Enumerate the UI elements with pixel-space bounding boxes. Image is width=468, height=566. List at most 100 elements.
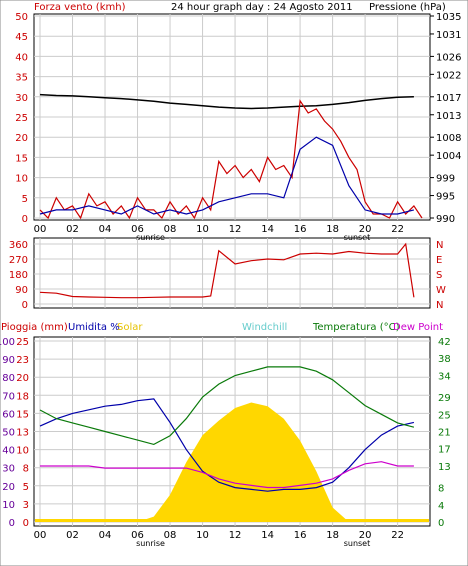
y-tick-label: 90 <box>15 285 28 296</box>
y-tick-label: 0 <box>22 300 28 311</box>
y2-tick-label: 17 <box>438 445 451 456</box>
y2-tick-label: 34 <box>438 371 451 382</box>
y2-tick-label: 42 <box>438 337 451 348</box>
y-tick-label-secondary: 25 <box>16 337 29 348</box>
y-tick-label: 45 <box>15 32 28 43</box>
sunrise-label: sunrise <box>136 539 165 548</box>
y2-tick-label: 999 <box>436 174 455 185</box>
sunset-label: sunset <box>344 539 371 548</box>
x-tick-label: 12 <box>229 224 242 235</box>
y-tick-label: 25 <box>15 113 28 124</box>
y-tick-label-secondary: 8 <box>23 464 29 475</box>
legend-dewpoint: Dew Point <box>393 322 443 333</box>
series-rain-baseline <box>35 519 429 522</box>
y-tick-label: 5 <box>22 194 28 205</box>
y-tick-label: 50 <box>2 428 15 439</box>
legend-solar: Solar <box>117 322 143 333</box>
x-tick-label: 02 <box>66 530 79 541</box>
y-tick-label-secondary: 20 <box>16 373 29 384</box>
x-tick-label: 16 <box>294 224 307 235</box>
y-tick-label-secondary: 13 <box>16 428 29 439</box>
y2-tick-label: 0 <box>438 518 444 529</box>
x-tick-label: 02 <box>66 224 79 235</box>
x-tick-label: 00 <box>34 224 47 235</box>
x-tick-label: 14 <box>261 224 274 235</box>
direction-panel-frame <box>33 237 431 309</box>
series-temperature <box>39 366 415 446</box>
header-center: 24 hour graph day : 24 Agosto 2011 <box>171 2 353 13</box>
series-pressure <box>39 93 414 110</box>
compass-label: W <box>436 285 446 296</box>
x-tick-label: 18 <box>326 224 339 235</box>
x-tick-label: 06 <box>131 224 144 235</box>
x-tick-label: 04 <box>99 530 112 541</box>
wind-pressure-plot: 0510152025303540455099099599910041008101… <box>15 12 461 242</box>
compass-label: E <box>436 255 442 266</box>
x-tick-label: 20 <box>359 530 372 541</box>
compass-label: N <box>436 240 443 251</box>
compass-label: S <box>436 270 442 281</box>
y2-tick-label: 1013 <box>436 111 461 122</box>
y2-tick-label: 21 <box>438 428 451 439</box>
y-tick-label: 60 <box>2 409 15 420</box>
series-solar <box>40 402 414 522</box>
legend-windchill: Windchill <box>242 322 287 333</box>
y2-tick-label: 1008 <box>436 133 461 144</box>
legend-umidita: Umidita % <box>68 322 120 333</box>
y2-tick-label: 29 <box>438 393 451 404</box>
y-tick-label: 270 <box>9 255 28 266</box>
y2-tick-label: 1035 <box>436 12 461 23</box>
y-tick-label: 100 <box>0 337 15 348</box>
x-tick-label: 04 <box>99 224 112 235</box>
y-tick-label: 50 <box>15 12 28 23</box>
y-tick-label: 0 <box>22 214 28 225</box>
series-humidity <box>39 398 415 492</box>
y2-tick-label: 38 <box>438 354 451 365</box>
y-tick-label: 15 <box>15 153 28 164</box>
y2-tick-label: 995 <box>436 192 455 203</box>
y-tick-label: 30 <box>15 93 28 104</box>
x-tick-label: 08 <box>164 224 177 235</box>
y2-tick-label: 8 <box>438 484 444 495</box>
series-wind-average <box>39 136 415 215</box>
y2-tick-label: 13 <box>438 462 451 473</box>
y-tick-label: 80 <box>2 373 15 384</box>
y-tick-label: 90 <box>2 355 15 366</box>
y-tick-label: 20 <box>2 482 15 493</box>
x-tick-label: 00 <box>34 530 47 541</box>
x-tick-label: 14 <box>261 530 274 541</box>
y-tick-label: 20 <box>15 133 28 144</box>
y-tick-label: 10 <box>15 174 28 185</box>
y-tick-label: 40 <box>2 446 15 457</box>
x-tick-label: 10 <box>196 224 209 235</box>
y2-tick-label: 4 <box>438 501 444 512</box>
y-tick-label: 180 <box>9 270 28 281</box>
header-left: Forza vento (kmh) <box>34 2 126 13</box>
y2-tick-label: 990 <box>436 214 455 225</box>
y-tick-label: 10 <box>2 500 15 511</box>
y2-tick-label: 1004 <box>436 151 461 162</box>
x-tick-label: 06 <box>131 530 144 541</box>
sunset-label: sunset <box>344 233 371 242</box>
series-dew-point <box>40 461 414 489</box>
temperature-humidity-plot: 0010320530840105013601570188020902310025… <box>0 337 451 548</box>
x-tick-label: 10 <box>196 530 209 541</box>
y2-tick-label: 1022 <box>436 70 461 81</box>
y-tick-label-secondary: 3 <box>23 500 29 511</box>
y2-tick-label: 1017 <box>436 93 461 104</box>
compass-label: N <box>436 300 443 311</box>
x-tick-label: 12 <box>229 530 242 541</box>
sunrise-label: sunrise <box>136 233 165 242</box>
legend-pioggia: Pioggia (mm) <box>1 322 68 333</box>
y-tick-label: 40 <box>15 52 28 63</box>
x-tick-label: 08 <box>164 530 177 541</box>
x-tick-label: 22 <box>391 224 404 235</box>
legend-temperatura: Temperatura (°C) <box>312 322 400 333</box>
x-tick-label: 18 <box>326 530 339 541</box>
x-tick-label: 16 <box>294 530 307 541</box>
x-tick-label: 20 <box>359 224 372 235</box>
y-tick-label: 70 <box>2 391 15 402</box>
y-tick-label-secondary: 5 <box>23 482 29 493</box>
